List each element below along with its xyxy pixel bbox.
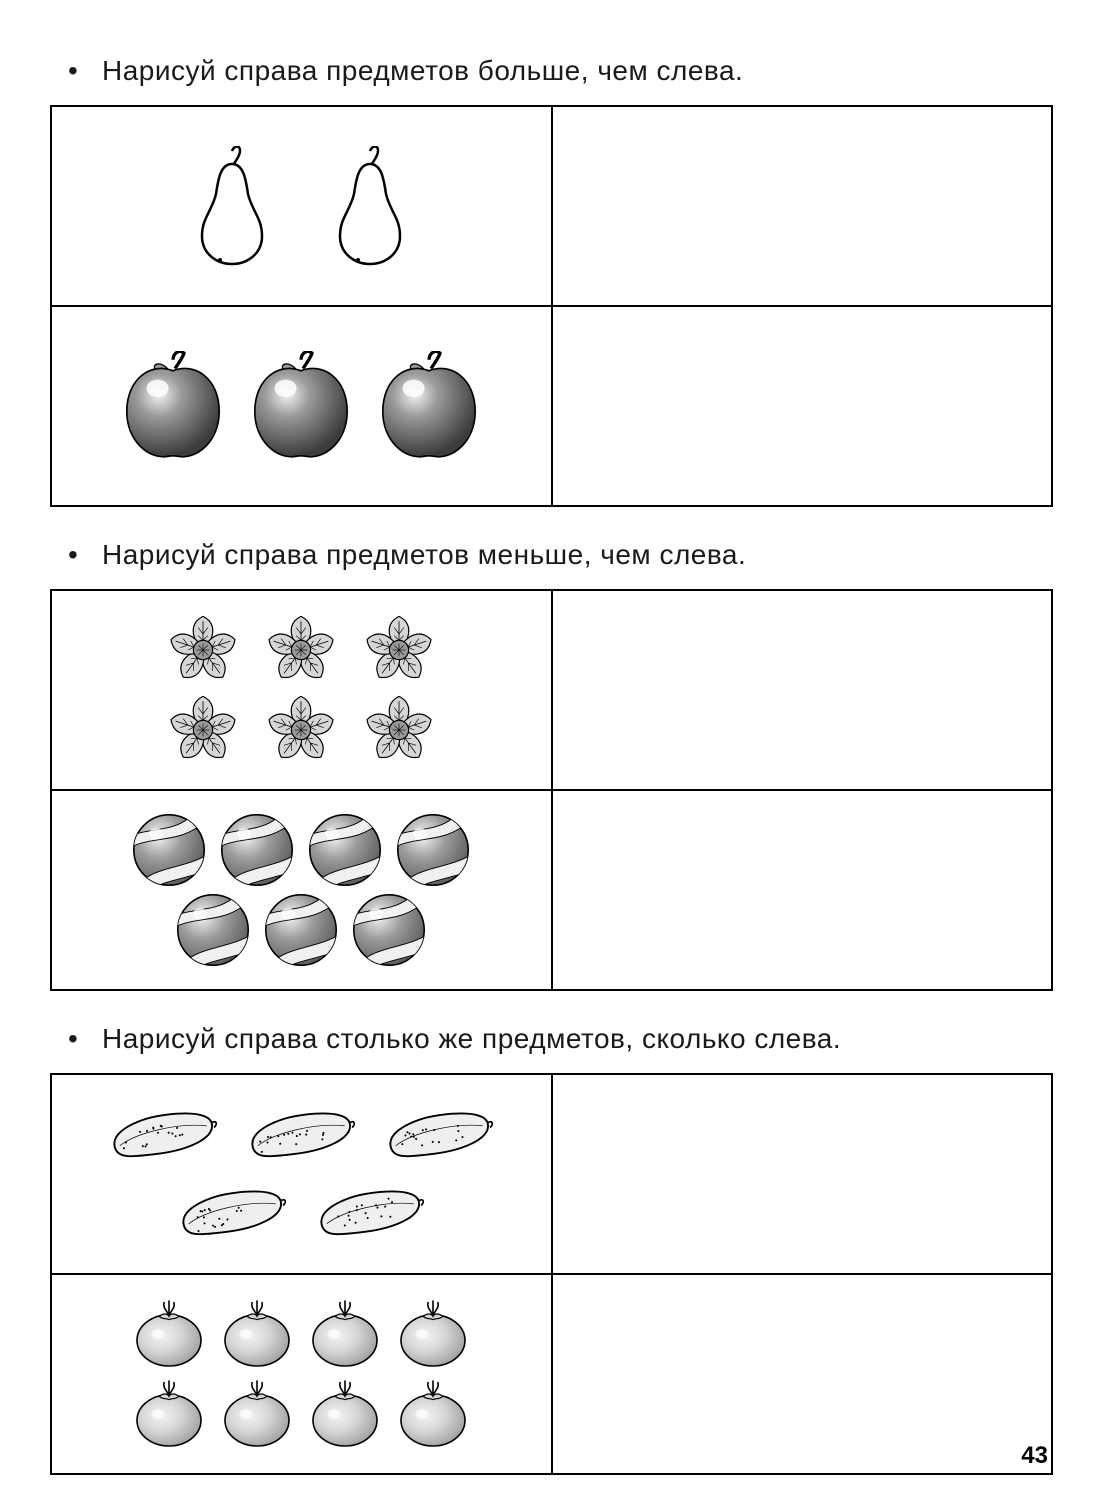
apple-icon	[374, 351, 484, 461]
pear-icon	[172, 146, 292, 266]
answer-cell[interactable]	[552, 306, 1053, 506]
tomato-icon	[129, 1294, 209, 1374]
tomato-icon	[217, 1294, 297, 1374]
ball-icon	[349, 890, 429, 970]
tomato-icon	[393, 1294, 473, 1374]
cucumber-icon	[172, 1174, 292, 1252]
cucumber-icon	[310, 1174, 430, 1252]
example-cell	[51, 106, 552, 306]
tomato-icon	[393, 1374, 473, 1454]
sections-container: Нарисуй справа предметов больше, чем сле…	[50, 55, 1053, 1475]
flower-icon	[163, 690, 243, 770]
ball-icon	[393, 810, 473, 890]
worksheet-page: Нарисуй справа предметов больше, чем сле…	[0, 0, 1103, 1500]
flower-icon	[261, 690, 341, 770]
ball-icon	[129, 810, 209, 890]
tomato-icon	[305, 1294, 385, 1374]
tomato-icon	[129, 1374, 209, 1454]
answer-cell[interactable]	[552, 1074, 1053, 1274]
example-cell	[51, 590, 552, 790]
apple-icon	[246, 351, 356, 461]
page-number: 43	[1021, 1442, 1048, 1470]
flower-icon	[261, 610, 341, 690]
instruction-text: Нарисуй справа предметов больше, чем сле…	[50, 55, 1053, 87]
instruction-text: Нарисуй справа предметов меньше, чем сле…	[50, 539, 1053, 571]
example-cell	[51, 1274, 552, 1474]
cucumber-icon	[103, 1096, 223, 1174]
exercise-table	[50, 105, 1053, 507]
tomato-icon	[305, 1374, 385, 1454]
flower-icon	[359, 610, 439, 690]
cucumber-icon	[241, 1096, 361, 1174]
apple-icon	[118, 351, 228, 461]
ball-icon	[217, 810, 297, 890]
tomato-icon	[217, 1374, 297, 1454]
flower-icon	[163, 610, 243, 690]
answer-cell[interactable]	[552, 106, 1053, 306]
ball-icon	[305, 810, 385, 890]
instruction-text: Нарисуй справа столько же предметов, ско…	[50, 1023, 1053, 1055]
example-cell	[51, 790, 552, 990]
example-cell	[51, 306, 552, 506]
answer-cell[interactable]	[552, 590, 1053, 790]
pear-icon	[310, 146, 430, 266]
answer-cell[interactable]	[552, 790, 1053, 990]
flower-icon	[359, 690, 439, 770]
example-cell	[51, 1074, 552, 1274]
ball-icon	[261, 890, 341, 970]
exercise-table	[50, 1073, 1053, 1475]
exercise-table	[50, 589, 1053, 991]
ball-icon	[173, 890, 253, 970]
answer-cell[interactable]	[552, 1274, 1053, 1474]
cucumber-icon	[379, 1096, 499, 1174]
